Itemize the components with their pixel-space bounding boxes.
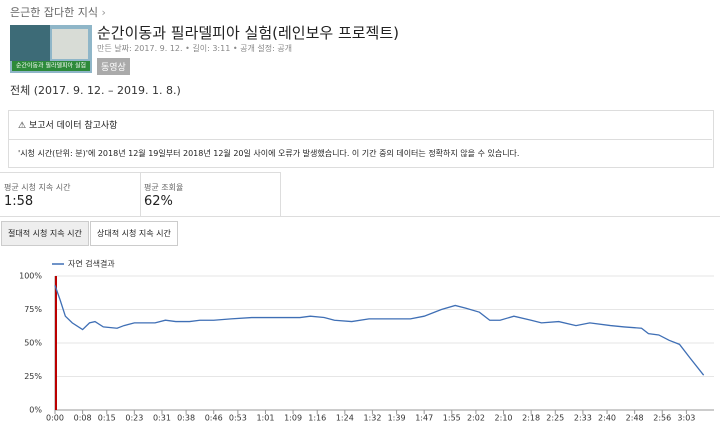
divider (8, 139, 712, 140)
playhead (55, 276, 57, 410)
metric-label: 평균 조회율 (144, 183, 184, 192)
x-tick-label: 1:32 (363, 414, 381, 423)
x-tick-label: 0:46 (205, 414, 223, 423)
notice-title-text: 보고서 데이터 참고사항 (28, 121, 118, 131)
notice-title: ⚠ 보고서 데이터 참고사항 (18, 121, 118, 131)
x-tick-label: 2:10 (495, 414, 513, 423)
thumbnail-caption: 순간이동과 필라델피아 실험 (16, 62, 86, 70)
video-meta: 만든 날짜: 2017. 9. 12. • 길이: 3:11 • 공개 설정: … (97, 44, 293, 53)
x-tick-label: 3:03 (677, 414, 695, 423)
x-tick-label: 2:02 (467, 414, 485, 423)
y-tick-label: 50% (24, 339, 42, 348)
x-tick-label: 0:00 (46, 414, 64, 423)
metric-card[interactable] (0, 172, 141, 217)
notice-body: '시청 시간(단위: 분)'에 2018년 12월 19일부터 2018년 12… (18, 149, 520, 158)
x-tick-label: 0:15 (98, 414, 116, 423)
date-range[interactable]: 전체 (2017. 9. 12. – 2019. 1. 8.) (10, 84, 181, 97)
x-tick-label: 2:48 (626, 414, 644, 423)
legend-label: 자연 검색결과 (68, 259, 115, 269)
metric-value: 1:58 (4, 194, 34, 209)
x-tick-label: 0:23 (125, 414, 143, 423)
x-tick-label: 1:55 (443, 414, 461, 423)
y-tick-label: 25% (24, 372, 42, 381)
tab[interactable]: 절대적 시청 지속 시간 (1, 221, 89, 246)
x-tick-label: 2:33 (574, 414, 592, 423)
x-tick-label: 1:24 (336, 414, 354, 423)
y-tick-label: 100% (19, 272, 42, 281)
badge: 동영상 (97, 58, 130, 75)
x-tick-label: 1:39 (388, 414, 406, 423)
x-tick-label: 2:40 (598, 414, 616, 423)
x-tick-label: 2:56 (653, 414, 671, 423)
x-tick-label: 0:38 (177, 414, 195, 423)
y-tick-label: 0% (29, 406, 42, 415)
x-tick-label: 1:09 (284, 414, 302, 423)
x-tick-label: 0:53 (229, 414, 247, 423)
metric-value: 62% (144, 194, 173, 209)
metric-card[interactable] (140, 172, 281, 217)
metric-label: 평균 시청 지속 시간 (4, 183, 71, 192)
chart: 0% 25% 50% 75% 100% 0:00 0:08 0:15 0:23 0:31 0:38 0… (19, 259, 714, 423)
x-tick-label: 1:16 (308, 414, 326, 423)
x-tick-label: 0:08 (74, 414, 92, 423)
x-tick-label: 1:47 (415, 414, 433, 423)
tab[interactable]: 상대적 시청 지속 시간 (90, 221, 178, 246)
divider (0, 216, 720, 217)
y-tick-label: 75% (24, 305, 42, 314)
x-tick-label: 0:31 (153, 414, 171, 423)
x-tick-label: 1:01 (256, 414, 274, 423)
x-tick-label: 2:25 (546, 414, 564, 423)
line (54, 285, 705, 376)
thumbnail[interactable]: 순간이동과 필라델피아 실험 (10, 25, 92, 73)
x-tick-label: 2:18 (522, 414, 540, 423)
video-title[interactable]: 순간이동과 필라델피아 실험(레인보우 프로젝트) (97, 24, 400, 42)
breadcrumb-text[interactable]: 은근한 잡다한 지식 (10, 6, 98, 19)
breadcrumb[interactable]: 은근한 잡다한 지식 › (10, 6, 106, 19)
